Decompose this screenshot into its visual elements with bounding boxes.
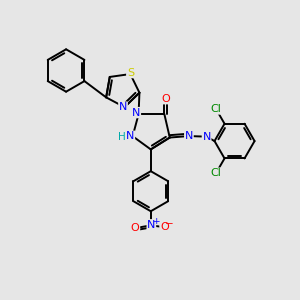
Text: O: O: [160, 222, 169, 232]
Text: H: H: [118, 132, 126, 142]
Text: N: N: [132, 108, 140, 118]
Text: N: N: [119, 102, 127, 112]
Text: S: S: [127, 68, 134, 78]
Text: Cl: Cl: [210, 104, 221, 114]
Text: N: N: [147, 220, 155, 230]
Text: N: N: [202, 132, 211, 142]
Text: N: N: [126, 131, 134, 141]
Text: N: N: [185, 131, 193, 141]
Text: O: O: [161, 94, 170, 104]
Text: O: O: [131, 223, 140, 233]
Text: −: −: [165, 219, 174, 229]
Text: +: +: [152, 217, 160, 226]
Text: Cl: Cl: [210, 168, 221, 178]
